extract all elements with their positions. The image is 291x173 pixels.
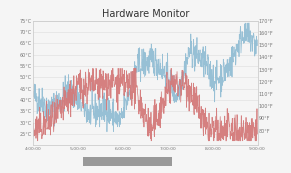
Title: Hardware Monitor: Hardware Monitor: [102, 9, 189, 19]
Bar: [83, 157, 172, 166]
